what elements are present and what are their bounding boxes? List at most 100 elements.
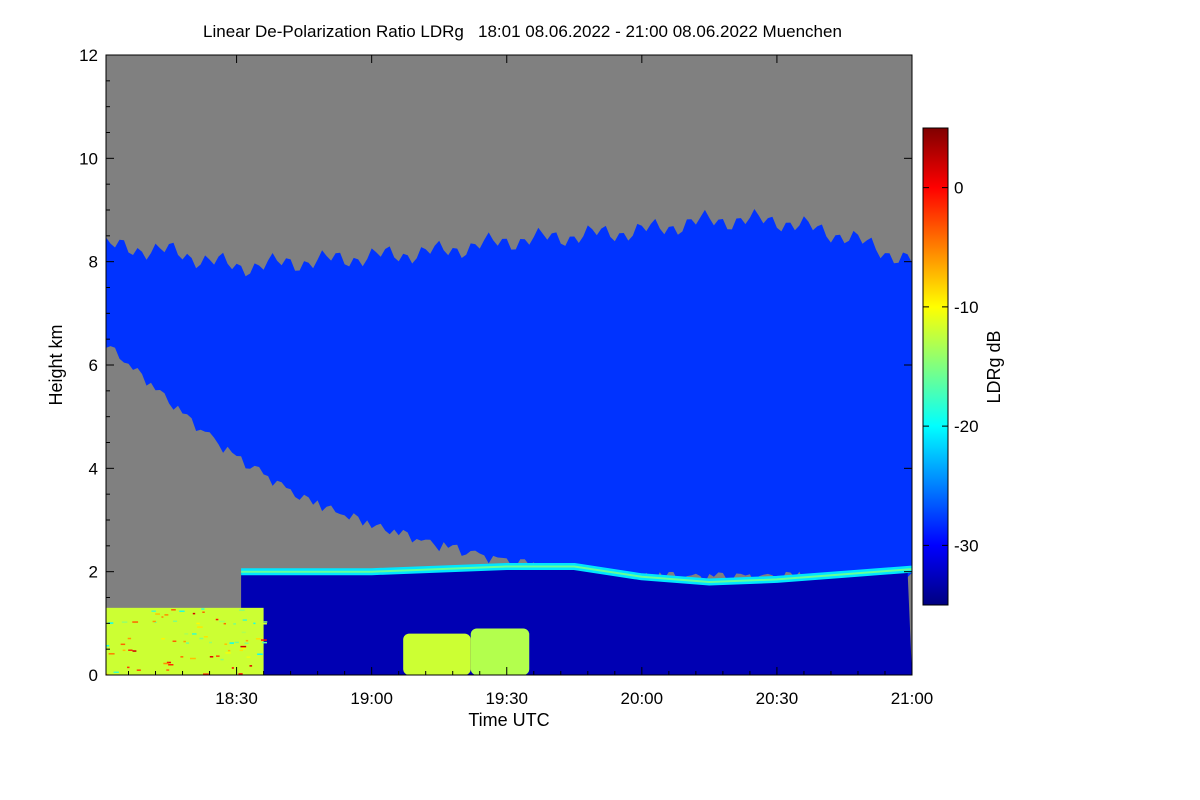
aerosol-speckle [227, 649, 231, 652]
aerosol-speckle [196, 627, 199, 629]
aerosol-speckle [161, 637, 165, 640]
aerosol-speckle [164, 614, 169, 616]
aerosol-speckle [196, 622, 200, 625]
chart-title: Linear De-Polarization Ratio LDRg 18:01 … [203, 22, 842, 41]
aerosol-speckle [106, 673, 109, 675]
aerosol-speckle [245, 639, 249, 642]
aerosol-speckle [224, 643, 228, 645]
x-tick-label: 21:00 [891, 689, 934, 708]
aerosol-plume-1 [403, 633, 471, 675]
aerosol-speckle [246, 656, 251, 658]
y-axis-label: Height km [46, 324, 66, 405]
aerosol-speckle [127, 666, 130, 669]
colorbar-tick-label: -20 [954, 417, 979, 436]
aerosol-speckle [184, 633, 189, 635]
aerosol-speckle [225, 652, 231, 654]
aerosol-speckle [154, 621, 157, 624]
aerosol-speckle [169, 612, 174, 615]
aerosol-speckle [242, 619, 247, 621]
y-tick-label: 10 [79, 149, 98, 168]
aerosol-speckle [189, 657, 196, 660]
axes: 18:30 19:00 19:30 20:00 20:30 21:00 0 2 4 6 8 10 12 [79, 46, 933, 708]
aerosol-speckle [163, 662, 170, 665]
aerosol-speckle [136, 669, 141, 671]
aerosol-speckle [106, 644, 110, 647]
aerosol-speckle [173, 620, 178, 623]
aerosol-speckle [209, 656, 214, 658]
aerosol-speckle [108, 653, 115, 655]
aerosol-speckle [215, 618, 219, 621]
x-tick-label: 18:30 [215, 689, 258, 708]
aerosol-speckle [229, 642, 234, 644]
colorbar-axis: 0 -10 -20 -30 [923, 179, 979, 555]
aerosol-speckle [166, 669, 170, 671]
aerosol-speckle [128, 649, 133, 651]
y-tick-label: 6 [89, 356, 98, 375]
aerosol-speckle [203, 673, 209, 675]
aerosol-speckle [161, 616, 164, 618]
aerosol-speckle [255, 638, 261, 640]
melting-layer-core [241, 565, 912, 583]
aerosol-speckle [108, 622, 114, 624]
aerosol-speckle [213, 673, 218, 675]
aerosol-speckle [244, 642, 249, 645]
aerosol-speckle [223, 622, 227, 625]
aerosol-speckle [185, 642, 190, 644]
aerosol-speckle [172, 640, 177, 643]
aerosol-speckle [191, 633, 197, 635]
y-tick-label: 0 [89, 666, 98, 685]
aerosol-speckle [152, 620, 156, 623]
aerosol-speckle [121, 621, 128, 623]
aerosol-speckle [168, 663, 174, 666]
aerosol-speckle [241, 631, 246, 634]
aerosol-speckle [249, 665, 253, 667]
aerosol-speckle [261, 641, 268, 644]
ice-cloud-region [106, 209, 912, 583]
aerosol-speckle [239, 609, 245, 611]
y-tick-label: 8 [89, 253, 98, 272]
y-tick-label: 12 [79, 46, 98, 65]
aerosol-speckle [180, 656, 184, 658]
x-tick-label: 20:00 [621, 689, 664, 708]
aerosol-speckle [151, 610, 156, 612]
colorbar [922, 127, 949, 606]
x-tick-label: 20:30 [756, 689, 799, 708]
aerosol-speckle [239, 649, 243, 652]
colorbar-tick-label: -10 [954, 298, 979, 317]
aerosol-speckle [260, 639, 267, 641]
aerosol-speckle [127, 637, 132, 640]
heatmap-area [106, 55, 912, 675]
aerosol-speckle [209, 641, 212, 644]
aerosol-speckle [220, 658, 224, 661]
aerosol-speckle [199, 637, 204, 640]
aerosol-speckle [192, 612, 196, 615]
x-tick-label: 19:30 [485, 689, 528, 708]
y-tick-label: 4 [89, 459, 98, 478]
aerosol-speckle [201, 608, 205, 610]
aerosol-speckle [253, 622, 256, 625]
aerosol-speckle [132, 621, 139, 623]
aerosol-speckle [241, 647, 246, 650]
aerosol-speckle [183, 640, 186, 643]
colorbar-tick-label: -30 [954, 536, 979, 555]
aerosol-speckle [155, 613, 160, 615]
aerosol-speckle [113, 671, 119, 674]
aerosol-speckle [166, 661, 171, 664]
aerosol-plume-2 [470, 628, 530, 675]
aerosol-speckle [234, 641, 239, 644]
aerosol-speckle [202, 611, 205, 613]
x-tick-label: 19:00 [350, 689, 393, 708]
colorbar-label: LDRg dB [984, 330, 1004, 403]
aerosol-speckle [257, 653, 263, 655]
aerosol-speckle [122, 649, 126, 652]
aerosol-speckle [203, 636, 208, 638]
aerosol-speckle [216, 655, 220, 657]
aerosol-speckle [240, 645, 247, 648]
x-axis-label: Time UTC [468, 710, 549, 730]
colorbar-tick-label: 0 [954, 179, 963, 198]
aerosol-speckle [231, 667, 234, 669]
aerosol-speckle [238, 673, 243, 675]
aerosol-speckle [132, 650, 137, 652]
aerosol-speckle [262, 622, 267, 625]
